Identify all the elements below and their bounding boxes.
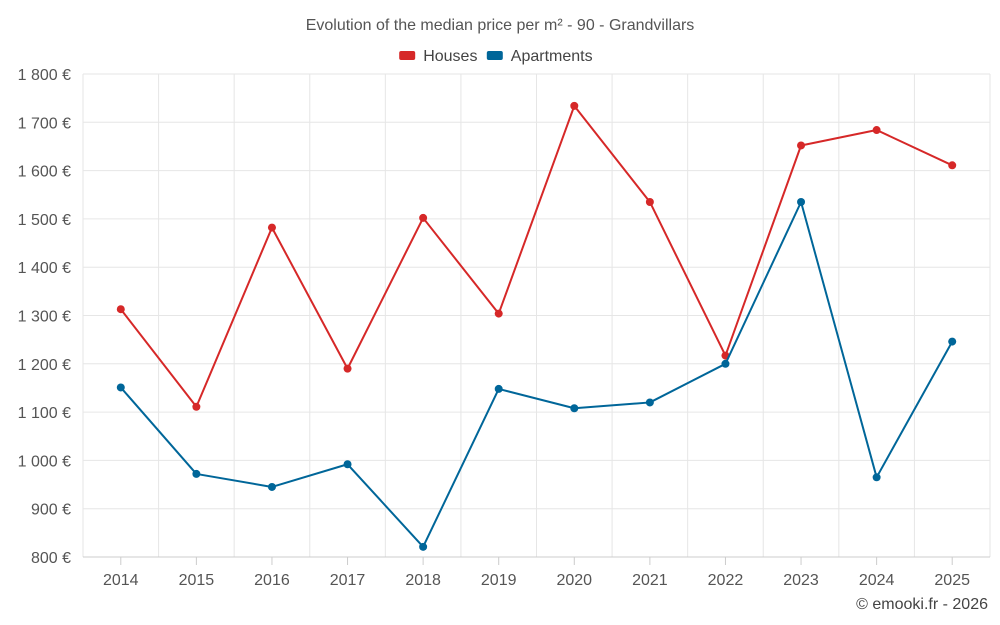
data-point-apartments-2023[interactable]: [797, 197, 806, 206]
legend-label: Apartments: [511, 48, 593, 65]
data-point-houses-2023[interactable]: [797, 141, 806, 150]
data-point-houses-2014[interactable]: [116, 305, 125, 314]
data-point-apartments-2024[interactable]: [872, 473, 881, 482]
data-point-apartments-2019[interactable]: [494, 384, 503, 393]
x-tick-label: 2021: [632, 572, 668, 589]
y-tick-label: 1 000 €: [18, 453, 71, 470]
y-tick-label: 1 500 €: [18, 212, 71, 229]
y-tick-label: 1 100 €: [18, 405, 71, 422]
data-point-houses-2021[interactable]: [645, 197, 654, 206]
data-point-apartments-2016[interactable]: [267, 482, 276, 491]
x-tick-label: 2019: [481, 572, 517, 589]
data-point-apartments-2018[interactable]: [419, 542, 428, 551]
x-tick-label: 2024: [859, 572, 895, 589]
series-line-houses: [120, 104, 953, 408]
y-tick-label: 1 600 €: [18, 164, 71, 181]
data-point-apartments-2022[interactable]: [721, 359, 730, 368]
legend-item-houses[interactable]: Houses: [399, 48, 477, 65]
legend-item-apartments[interactable]: Apartments: [486, 48, 593, 65]
y-tick-label: 1 700 €: [18, 115, 71, 132]
data-point-apartments-2025[interactable]: [948, 337, 957, 346]
data-point-apartments-2017[interactable]: [343, 460, 352, 469]
data-point-houses-2016[interactable]: [267, 223, 276, 232]
data-point-houses-2019[interactable]: [494, 309, 503, 318]
x-tick-label: 2018: [405, 572, 441, 589]
data-point-apartments-2020[interactable]: [570, 404, 579, 413]
legend-label: Houses: [423, 48, 477, 65]
x-tick-label: 2023: [783, 572, 819, 589]
copyright-credit: © emooki.fr - 2026: [856, 596, 988, 613]
data-point-houses-2024[interactable]: [872, 126, 881, 135]
x-tick-label: 2025: [934, 572, 970, 589]
y-tick-label: 1 300 €: [18, 309, 71, 326]
x-tick-label: 2017: [330, 572, 366, 589]
data-point-houses-2015[interactable]: [192, 402, 201, 411]
x-tick-label: 2020: [556, 572, 592, 589]
x-tick-label: 2015: [179, 572, 215, 589]
data-point-houses-2025[interactable]: [948, 161, 957, 170]
y-tick-label: 900 €: [31, 502, 71, 519]
y-tick-label: 1 400 €: [18, 260, 71, 277]
y-tick-label: 1 800 €: [18, 67, 71, 84]
series-layer: [116, 101, 957, 551]
data-point-apartments-2014[interactable]: [116, 383, 125, 392]
grid: [82, 73, 991, 558]
legend-swatch: [399, 51, 416, 60]
x-tick-label: 2016: [254, 572, 290, 589]
data-point-houses-2020[interactable]: [570, 101, 579, 110]
data-point-apartments-2015[interactable]: [192, 469, 201, 478]
x-tick-label: 2014: [103, 572, 139, 589]
chart-title: Evolution of the median price per m² - 9…: [306, 17, 695, 34]
data-point-apartments-2021[interactable]: [645, 398, 654, 407]
legend-swatch: [486, 51, 503, 60]
series-line-apartments: [120, 200, 954, 548]
axes: 800 € 900 € 1 000 € 1 100 € 1 200 € 1 300 € 1 …: [18, 67, 990, 589]
data-point-houses-2017[interactable]: [343, 364, 352, 373]
data-point-houses-2018[interactable]: [419, 213, 428, 222]
y-tick-label: 800 €: [31, 550, 71, 567]
legend: Houses Apartments: [399, 48, 593, 65]
x-tick-label: 2022: [708, 572, 744, 589]
y-tick-label: 1 200 €: [18, 357, 71, 374]
